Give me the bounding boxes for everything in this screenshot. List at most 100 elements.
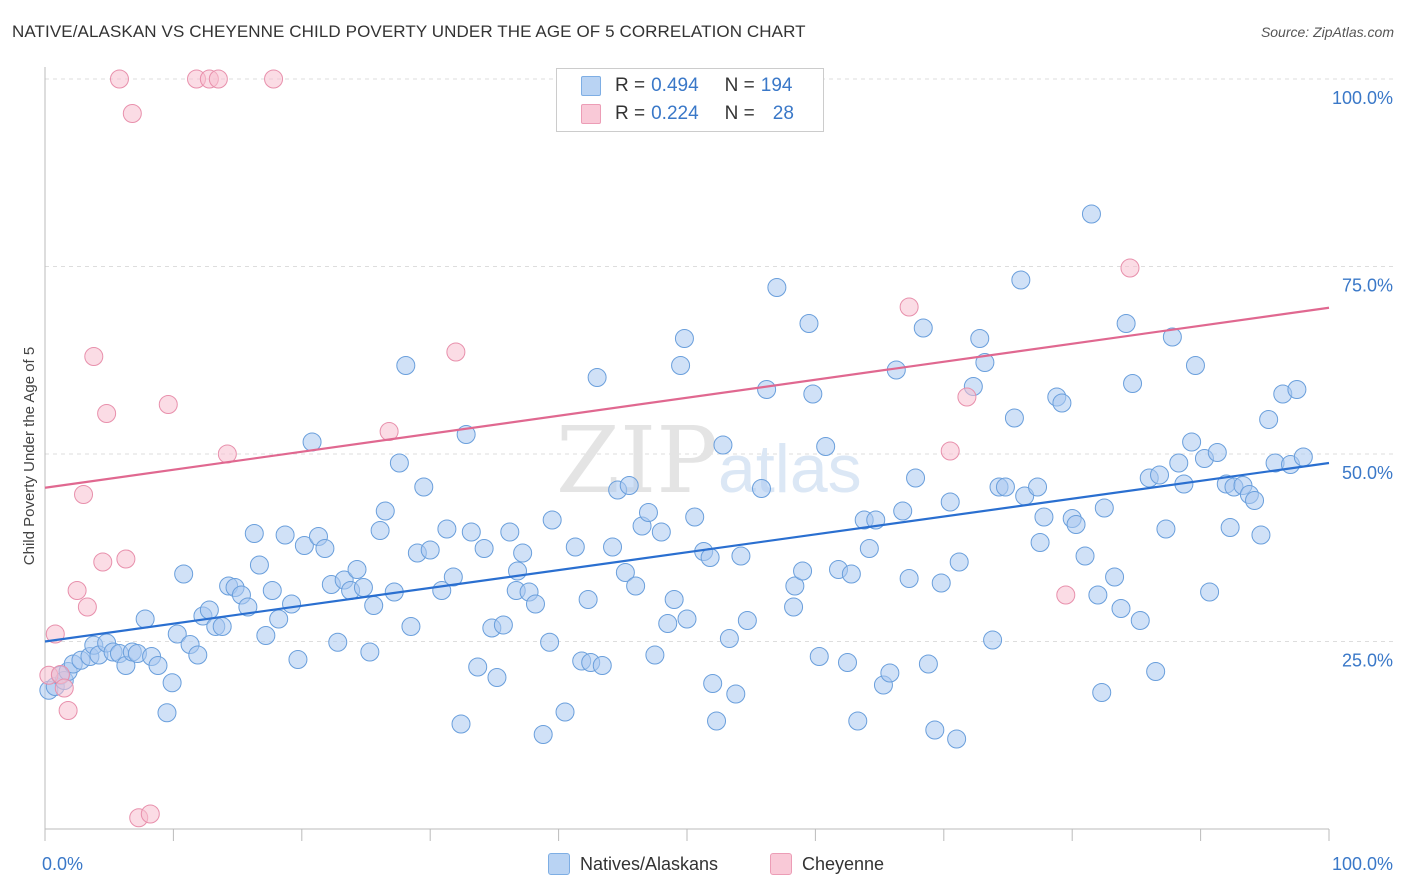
data-point <box>995 477 1015 497</box>
data-point <box>703 674 723 693</box>
data-point <box>578 590 598 609</box>
data-point <box>1130 611 1150 630</box>
tick-labels: 25.0% 50.0% 75.0% 100.0% 0.0% 100.0% <box>42 88 1393 874</box>
data-point <box>396 356 416 375</box>
data-point <box>1094 498 1114 518</box>
watermark-zip: ZIP <box>556 407 718 514</box>
data-point <box>1169 453 1189 473</box>
data-point <box>677 609 697 629</box>
data-point <box>1004 408 1024 428</box>
y-tick-label: 50.0% <box>1342 463 1393 483</box>
data-point <box>1150 465 1170 485</box>
data-point <box>67 581 87 600</box>
source-label: Source: ZipAtlas.com <box>1260 24 1394 40</box>
watermark: ZIP atlas <box>556 407 862 514</box>
data-point <box>719 629 739 648</box>
legend-n-label: N = <box>724 103 755 124</box>
data-point <box>1081 204 1101 224</box>
data-point <box>1185 356 1205 375</box>
data-point <box>726 684 746 704</box>
data-point <box>1259 410 1279 429</box>
data-point <box>1092 683 1112 702</box>
data-point <box>282 594 302 614</box>
legend-swatch-pink <box>581 104 601 124</box>
data-point <box>437 519 457 539</box>
data-point <box>983 630 1003 650</box>
data-point <box>949 552 969 572</box>
data-point <box>838 653 857 672</box>
data-point <box>58 701 78 720</box>
data-point <box>493 615 513 635</box>
data-point <box>74 485 94 504</box>
data-point <box>1251 525 1271 545</box>
data-point <box>1052 393 1072 413</box>
data-point <box>1075 546 1095 566</box>
legend-n-label: N = <box>724 75 755 96</box>
data-point <box>592 656 612 675</box>
data-point <box>244 524 264 543</box>
data-point <box>751 479 771 498</box>
data-point <box>918 654 938 674</box>
data-point <box>848 711 868 731</box>
data-point <box>899 297 919 317</box>
x-tick-label: 100.0% <box>1332 854 1393 874</box>
data-point <box>1066 515 1086 534</box>
data-point <box>288 650 308 669</box>
trend-line-cheyenne <box>44 306 1330 489</box>
data-point <box>707 711 727 731</box>
legend-row-natives: R = 0.494 N = 194 <box>581 74 792 98</box>
data-point <box>793 561 813 581</box>
data-point <box>474 539 494 558</box>
data-point <box>533 725 553 744</box>
data-point <box>975 353 995 372</box>
bottom-legend-swatch-blue <box>548 853 570 875</box>
data-point <box>109 69 129 89</box>
data-point <box>565 537 585 557</box>
data-point <box>785 576 805 596</box>
data-point <box>389 453 409 473</box>
data-point <box>451 714 471 734</box>
data-point <box>809 647 829 666</box>
data-point <box>970 329 990 348</box>
legend-n-value: 28 <box>772 103 794 124</box>
data-point <box>1116 314 1136 333</box>
y-axis-label: Child Poverty Under the Age of 5 <box>21 347 38 565</box>
data-point <box>525 594 545 614</box>
data-point <box>1287 380 1307 399</box>
data-point <box>1030 533 1050 552</box>
data-point <box>188 645 208 665</box>
data-point <box>375 501 395 521</box>
data-point <box>925 720 945 740</box>
data-point <box>638 503 658 522</box>
data-point <box>199 600 219 620</box>
data-point <box>757 380 777 399</box>
data-point <box>401 617 421 636</box>
y-tick-label: 75.0% <box>1342 276 1393 296</box>
data-point <box>1111 599 1131 618</box>
data-point <box>555 702 575 722</box>
data-point <box>1200 582 1220 602</box>
data-point <box>1207 443 1227 462</box>
data-point <box>513 543 533 563</box>
data-point <box>1293 447 1313 467</box>
data-point <box>77 597 97 617</box>
data-point <box>674 329 694 348</box>
data-point <box>54 678 74 698</box>
data-point <box>540 632 560 652</box>
data-point <box>803 384 823 404</box>
data-point <box>626 576 646 596</box>
data-point <box>174 564 194 584</box>
axes-layer <box>44 67 1330 841</box>
data-point <box>1120 258 1140 278</box>
data-point <box>737 611 757 630</box>
data-point <box>913 318 933 338</box>
data-point <box>1220 518 1240 537</box>
data-point <box>294 536 314 555</box>
data-point <box>116 549 136 569</box>
data-point <box>1162 327 1182 347</box>
cheyenne-points <box>39 69 1140 828</box>
data-point <box>1028 477 1048 497</box>
data-point <box>264 69 284 89</box>
x-tick-label: 0.0% <box>42 854 83 874</box>
data-point <box>262 581 282 600</box>
